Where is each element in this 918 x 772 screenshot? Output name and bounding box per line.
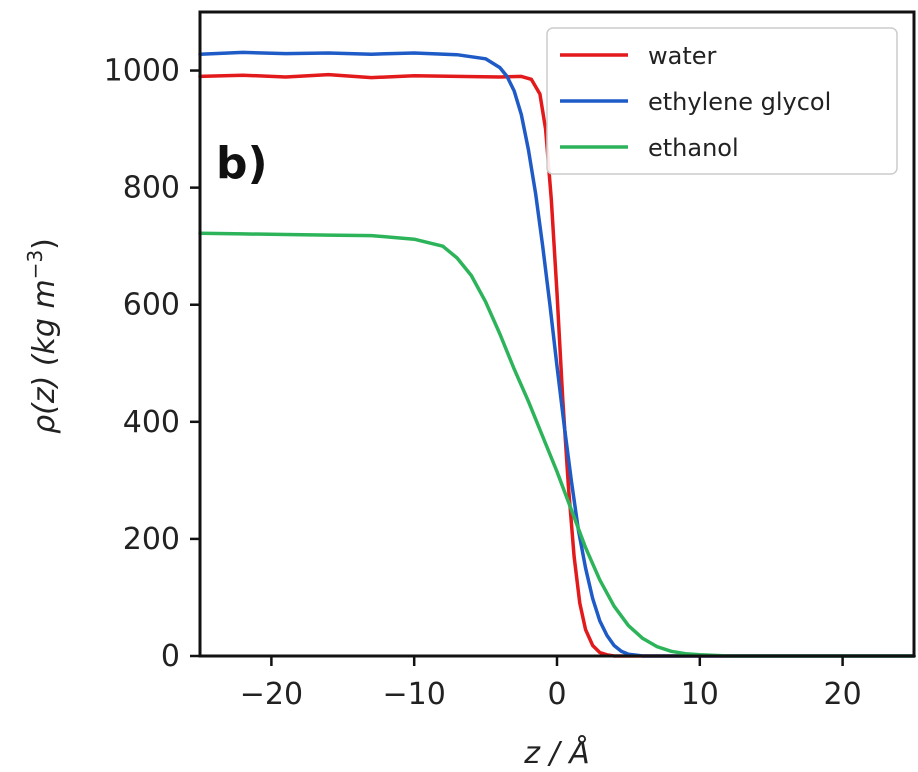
y-tick-label: 1000 (104, 54, 180, 89)
legend-label-ethanol: ethanol (648, 134, 739, 162)
legend-label-ethylene-glycol: ethylene glycol (648, 88, 831, 116)
legend-label-water: water (648, 42, 717, 70)
x-tick-label: −20 (240, 677, 303, 712)
x-tick-label: −10 (383, 677, 446, 712)
series-line-ethylene-glycol (198, 50, 916, 658)
y-axis-title-close: ) (27, 238, 62, 250)
x-tick-label: 0 (547, 677, 566, 712)
x-tick-label: 10 (681, 677, 719, 712)
y-axis-title-exponent: −3 (23, 250, 47, 279)
y-axis-ticks: 0 200 400 600 800 1000 (104, 54, 200, 674)
legend-box (546, 27, 898, 175)
x-tick-label: 20 (824, 677, 862, 712)
y-tick-label: 0 (161, 639, 180, 674)
y-axis-title-main: ρ(z) (kg m (27, 279, 62, 434)
panel-label: b) (216, 138, 268, 189)
y-tick-label: 600 (123, 288, 180, 323)
y-axis-title: ρ(z) (kg m−3) (23, 238, 62, 434)
legend-items: water ethylene glycol ethanol (560, 42, 831, 162)
y-tick-label: 400 (123, 405, 180, 440)
y-tick-label: 200 (123, 522, 180, 557)
x-axis-ticks: −20 −10 0 10 20 (240, 656, 862, 712)
series-line-ethanol (198, 231, 916, 658)
y-tick-label: 800 (123, 171, 180, 206)
legend: water ethylene glycol ethanol (546, 27, 898, 175)
x-axis-title: z / Å (523, 735, 589, 771)
